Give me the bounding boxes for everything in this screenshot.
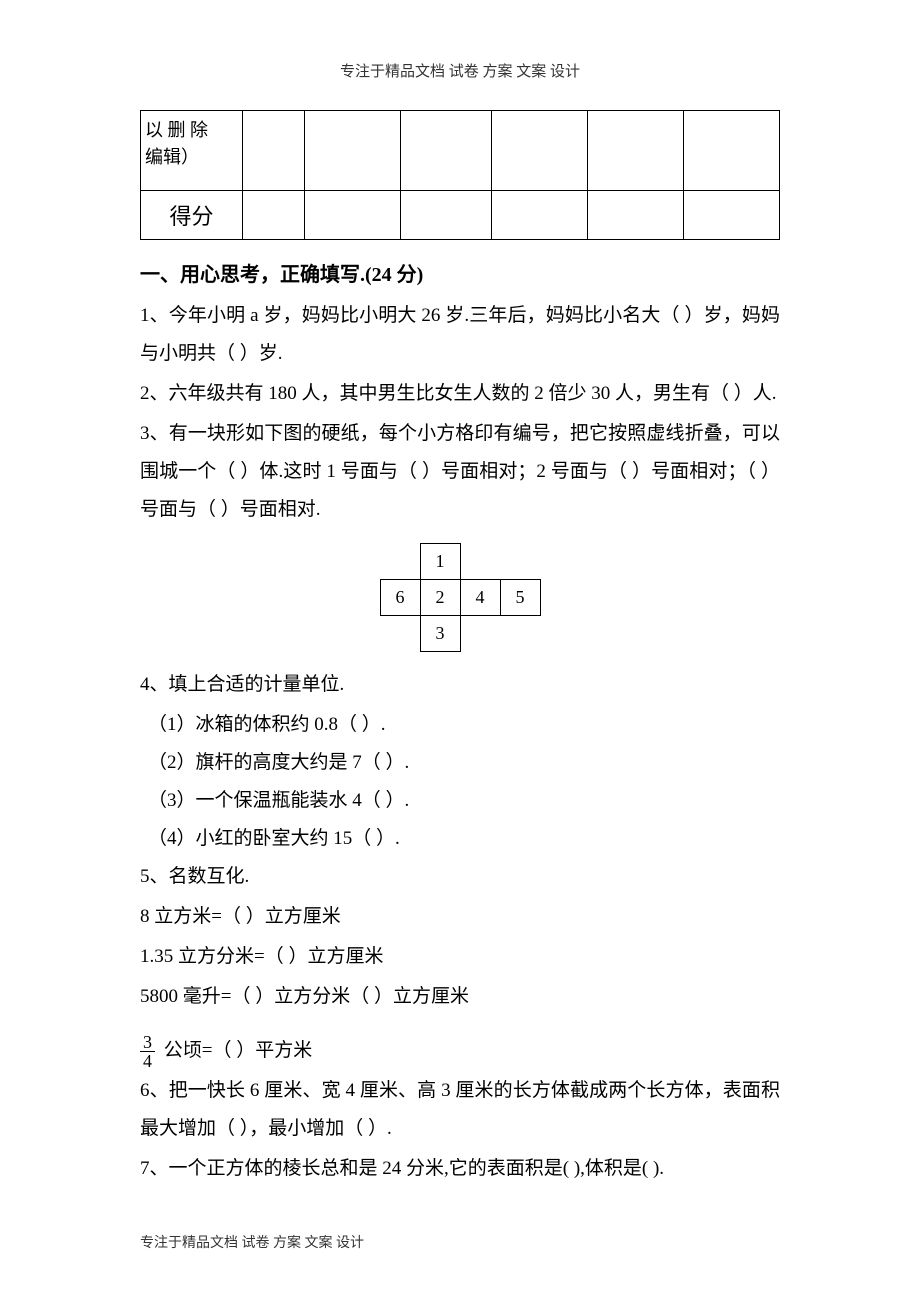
question-7: 7、一个正方体的棱长总和是 24 分米,它的表面积是( ),体积是( ).: [140, 1150, 780, 1188]
question-4-1: （1）冰箱的体积约 0.8（ ）.: [140, 706, 780, 744]
question-1: 1、今年小明 a 岁，妈妈比小明大 26 岁.三年后，妈妈比小名大（ ）岁，妈妈…: [140, 297, 780, 373]
fraction-numerator: 3: [140, 1033, 155, 1052]
question-2: 2、六年级共有 180 人，其中男生比女生人数的 2 倍少 30 人，男生有（ …: [140, 375, 780, 413]
score-row-1: 以 删 除 编辑）: [141, 111, 780, 191]
score-r1c1-line1: 以 删 除: [145, 120, 208, 140]
fraction-denominator: 4: [140, 1052, 155, 1070]
score-r2c7: [684, 191, 780, 240]
cube-cell-1: 1: [420, 544, 460, 580]
question-4-3: （3）一个保温瓶能装水 4（ ）.: [140, 782, 780, 820]
page-content: 以 删 除 编辑） 得分 一、用心思考，正确填写.(24 分) 1、今年小明 a…: [140, 110, 780, 1190]
question-5-head: 5、名数互化.: [140, 858, 780, 896]
score-r1c1: 以 删 除 编辑）: [141, 111, 243, 191]
score-r1c4: [400, 111, 492, 191]
score-r1c1-line2: 编辑）: [145, 147, 199, 167]
question-5-3: 5800 毫升=（ ）立方分米（ ）立方厘米: [140, 978, 780, 1016]
score-r1c2: [242, 111, 304, 191]
score-r1c6: [588, 111, 684, 191]
score-r1c3: [304, 111, 400, 191]
score-r2c6: [588, 191, 684, 240]
cube-net: 1 6 2 4 5 3: [380, 543, 541, 652]
score-row-2: 得分: [141, 191, 780, 240]
score-r2c2: [242, 191, 304, 240]
score-r1c7: [684, 111, 780, 191]
score-r2c3: [304, 191, 400, 240]
score-r2c5: [492, 191, 588, 240]
footer-text: 专注于精品文档 试卷 方案 文案 设计: [140, 1232, 364, 1252]
score-r2c1: 得分: [141, 191, 243, 240]
question-5-1: 8 立方米=（ ）立方厘米: [140, 898, 780, 936]
score-r2c4: [400, 191, 492, 240]
question-4-head: 4、填上合适的计量单位.: [140, 666, 780, 704]
fraction-3-4: 3 4: [140, 1033, 155, 1070]
cube-cell-4: 4: [460, 580, 500, 616]
question-6: 6、把一快长 6 厘米、宽 4 厘米、高 3 厘米的长方体截成两个长方体，表面积…: [140, 1072, 780, 1148]
cube-cell-2: 2: [420, 580, 460, 616]
question-5-4-rest: 公顷=（ ）平方米: [159, 1040, 312, 1061]
cube-cell-3: 3: [420, 616, 460, 652]
question-4-4: （4）小红的卧室大约 15（ ）.: [140, 820, 780, 858]
cube-cell-5: 5: [500, 580, 540, 616]
section-title: 一、用心思考，正确填写.(24 分): [140, 258, 780, 287]
question-4-2: （2）旗杆的高度大约是 7（ ）.: [140, 744, 780, 782]
score-r1c5: [492, 111, 588, 191]
question-5-4: 3 4 公顷=（ ）平方米: [140, 1032, 780, 1070]
score-table: 以 删 除 编辑） 得分: [140, 110, 780, 240]
cube-cell-6: 6: [380, 580, 420, 616]
question-5-2: 1.35 立方分米=（ ）立方厘米: [140, 938, 780, 976]
question-3: 3、有一块形如下图的硬纸，每个小方格印有编号，把它按照虚线折叠，可以围城一个（ …: [140, 415, 780, 529]
header-text: 专注于精品文档 试卷 方案 文案 设计: [0, 60, 920, 81]
